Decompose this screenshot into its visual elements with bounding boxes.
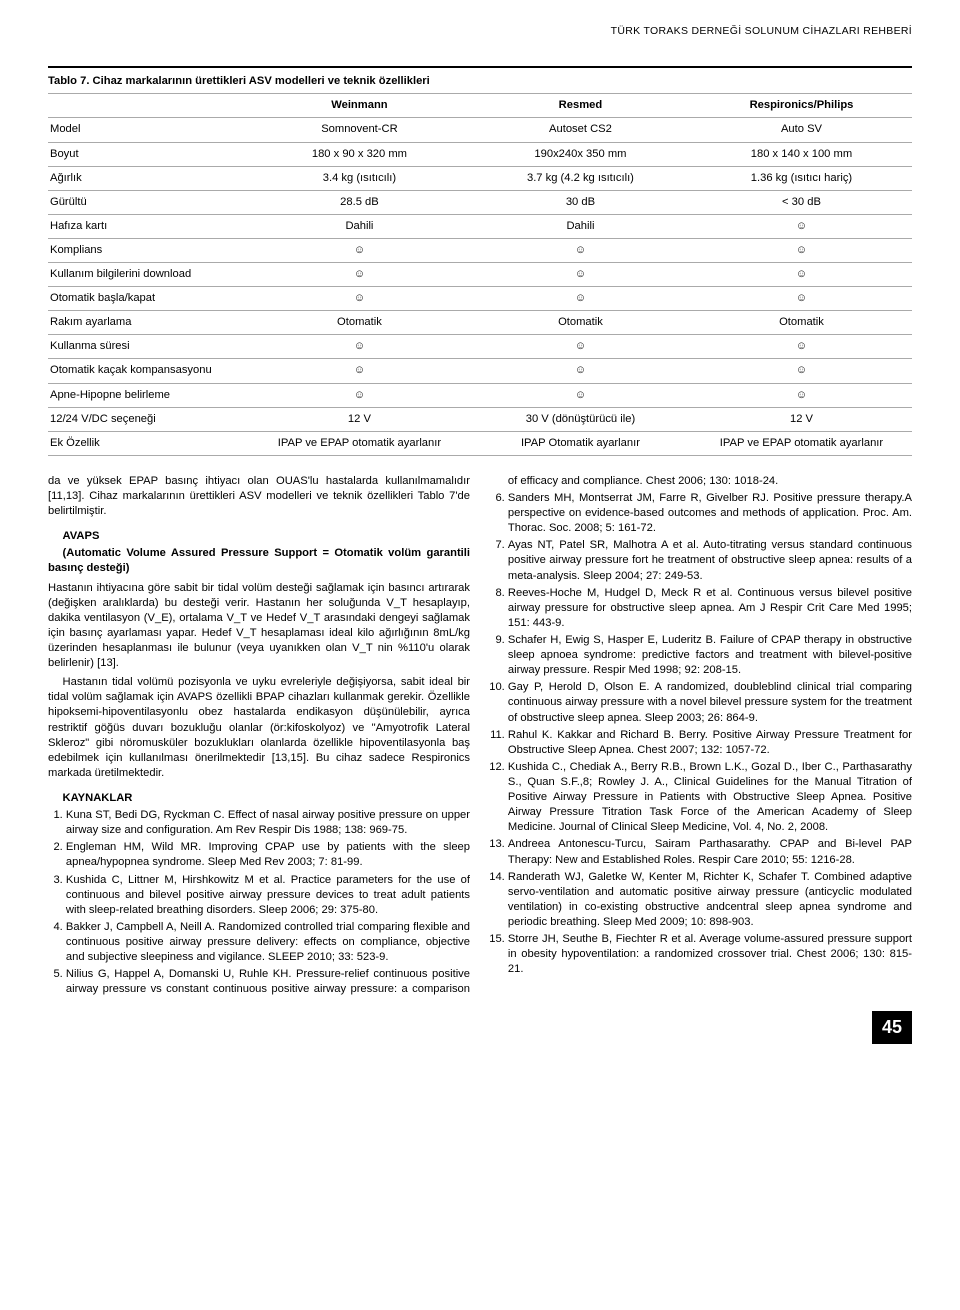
page-number: 45 [872, 1011, 912, 1043]
table-cell: ☺ [470, 359, 691, 383]
table-7: Tablo 7. Cihaz markalarının ürettikleri … [48, 66, 912, 456]
paragraph: da ve yüksek EPAP basınç ihtiyacı olan O… [48, 474, 470, 519]
table-cell: Otomatik [470, 311, 691, 335]
table-cell: 180 x 140 x 100 mm [691, 142, 912, 166]
table-caption: Tablo 7. Cihaz markalarının ürettikleri … [48, 68, 912, 94]
table-cell: ☺ [249, 263, 470, 287]
table-cell: ☺ [691, 359, 912, 383]
reference-item: Gay P, Herold D, Olson E. A randomized, … [508, 680, 912, 725]
table-cell: ☺ [470, 238, 691, 262]
table-cell: 3.4 kg (ısıtıcılı) [249, 166, 470, 190]
reference-item: Ayas NT, Patel SR, Malhotra A et al. Aut… [508, 538, 912, 583]
reference-item: Kuna ST, Bedi DG, Ryckman C. Effect of n… [66, 808, 470, 838]
reference-item: Bakker J, Campbell A, Neill A. Randomize… [66, 920, 470, 965]
row-label: Kullanım bilgilerini download [48, 263, 249, 287]
avaps-title: AVAPS [48, 529, 470, 544]
table-cell: Otomatik [691, 311, 912, 335]
row-label: Otomatik başla/kapat [48, 287, 249, 311]
table-row: 12/24 V/DC seçeneği12 V30 V (dönüştürücü… [48, 407, 912, 431]
table-cell: ☺ [691, 238, 912, 262]
table-cell: 12 V [691, 407, 912, 431]
table-row: Apne-Hipopne belirleme☺☺☺ [48, 383, 912, 407]
reference-item: Schafer H, Ewig S, Hasper E, Luderitz B.… [508, 633, 912, 678]
table-row: Otomatik kaçak kompansasyonu☺☺☺ [48, 359, 912, 383]
table-cell: 28.5 dB [249, 190, 470, 214]
table-cell: Autoset CS2 [470, 118, 691, 142]
table-col-header: Respironics/Philips [691, 94, 912, 118]
table-row: Ek ÖzellikIPAP ve EPAP otomatik ayarlanı… [48, 431, 912, 455]
row-label: Komplians [48, 238, 249, 262]
row-label: Ek Özellik [48, 431, 249, 455]
table-cell: ☺ [249, 238, 470, 262]
reference-item: Rahul K. Kakkar and Richard B. Berry. Po… [508, 728, 912, 758]
body-text: da ve yüksek EPAP basınç ihtiyacı olan O… [48, 474, 912, 998]
table-cell: < 30 dB [691, 190, 912, 214]
row-label: 12/24 V/DC seçeneği [48, 407, 249, 431]
row-label: Otomatik kaçak kompansasyonu [48, 359, 249, 383]
table-cell: Dahili [249, 214, 470, 238]
table-cell: ☺ [470, 383, 691, 407]
row-label: Boyut [48, 142, 249, 166]
table-col-header: Resmed [470, 94, 691, 118]
row-label: Apne-Hipopne belirleme [48, 383, 249, 407]
table-cell: ☺ [470, 335, 691, 359]
row-label: Rakım ayarlama [48, 311, 249, 335]
reference-item: Kushida C, Littner M, Hirshkowitz M et a… [66, 873, 470, 918]
table-cell: IPAP ve EPAP otomatik ayarlanır [691, 431, 912, 455]
table-cell: ☺ [249, 335, 470, 359]
references-title: KAYNAKLAR [48, 791, 470, 806]
table-cell: ☺ [249, 359, 470, 383]
table-row: Hafıza kartıDahiliDahili☺ [48, 214, 912, 238]
paragraph: Hastanın tidal volümü pozisyonla ve uyku… [48, 675, 470, 781]
avaps-subtitle: (Automatic Volume Assured Pressure Suppo… [48, 546, 470, 576]
table-cell: Somnovent-CR [249, 118, 470, 142]
table-row: Kullanım bilgilerini download☺☺☺ [48, 263, 912, 287]
reference-item: Randerath WJ, Galetke W, Kenter M, Richt… [508, 870, 912, 930]
table-cell: Auto SV [691, 118, 912, 142]
table-cell: 12 V [249, 407, 470, 431]
table-cell: Dahili [470, 214, 691, 238]
table-row: Boyut180 x 90 x 320 mm190x240x 350 mm180… [48, 142, 912, 166]
paragraph: Hastanın ihtiyacına göre sabit bir tidal… [48, 581, 470, 672]
row-label: Hafıza kartı [48, 214, 249, 238]
table-cell: ☺ [249, 287, 470, 311]
table-cell: ☺ [691, 263, 912, 287]
table-cell: IPAP ve EPAP otomatik ayarlanır [249, 431, 470, 455]
table-row: ModelSomnovent-CRAutoset CS2Auto SV [48, 118, 912, 142]
table-cell: 30 dB [470, 190, 691, 214]
table-cell: ☺ [249, 383, 470, 407]
row-label: Kullanma süresi [48, 335, 249, 359]
reference-item: Reeves-Hoche M, Hudgel D, Meck R et al. … [508, 586, 912, 631]
table-cell: ☺ [470, 263, 691, 287]
reference-item: Engleman HM, Wild MR. Improving CPAP use… [66, 840, 470, 870]
running-head: TÜRK TORAKS DERNEĞİ SOLUNUM CİHAZLARI RE… [48, 24, 912, 38]
table-cell: ☺ [470, 287, 691, 311]
table-col-header: Weinmann [249, 94, 470, 118]
row-label: Ağırlık [48, 166, 249, 190]
table-cell: 190x240x 350 mm [470, 142, 691, 166]
reference-item: Andreea Antonescu-Turcu, Sairam Parthasa… [508, 837, 912, 867]
table-row: Rakım ayarlamaOtomatikOtomatikOtomatik [48, 311, 912, 335]
table-cell: 30 V (dönüştürücü ile) [470, 407, 691, 431]
table-cell: Otomatik [249, 311, 470, 335]
table-cell: ☺ [691, 287, 912, 311]
table-cell: ☺ [691, 214, 912, 238]
table-cell: ☺ [691, 335, 912, 359]
table-row: Ağırlık3.4 kg (ısıtıcılı)3.7 kg (4.2 kg … [48, 166, 912, 190]
table-row: Otomatik başla/kapat☺☺☺ [48, 287, 912, 311]
table-row: Gürültü28.5 dB30 dB< 30 dB [48, 190, 912, 214]
table-cell: 1.36 kg (ısıtıcı hariç) [691, 166, 912, 190]
table-cell: 180 x 90 x 320 mm [249, 142, 470, 166]
table-cell: 3.7 kg (4.2 kg ısıtıcılı) [470, 166, 691, 190]
table-cell: ☺ [691, 383, 912, 407]
table-cell: IPAP Otomatik ayarlanır [470, 431, 691, 455]
reference-item: Sanders MH, Montserrat JM, Farre R, Give… [508, 491, 912, 536]
reference-item: Storre JH, Seuthe B, Fiechter R et al. A… [508, 932, 912, 977]
row-label: Gürültü [48, 190, 249, 214]
row-label: Model [48, 118, 249, 142]
table-row: Komplians☺☺☺ [48, 238, 912, 262]
table-row: Kullanma süresi☺☺☺ [48, 335, 912, 359]
reference-item: Kushida C., Chediak A., Berry R.B., Brow… [508, 760, 912, 836]
